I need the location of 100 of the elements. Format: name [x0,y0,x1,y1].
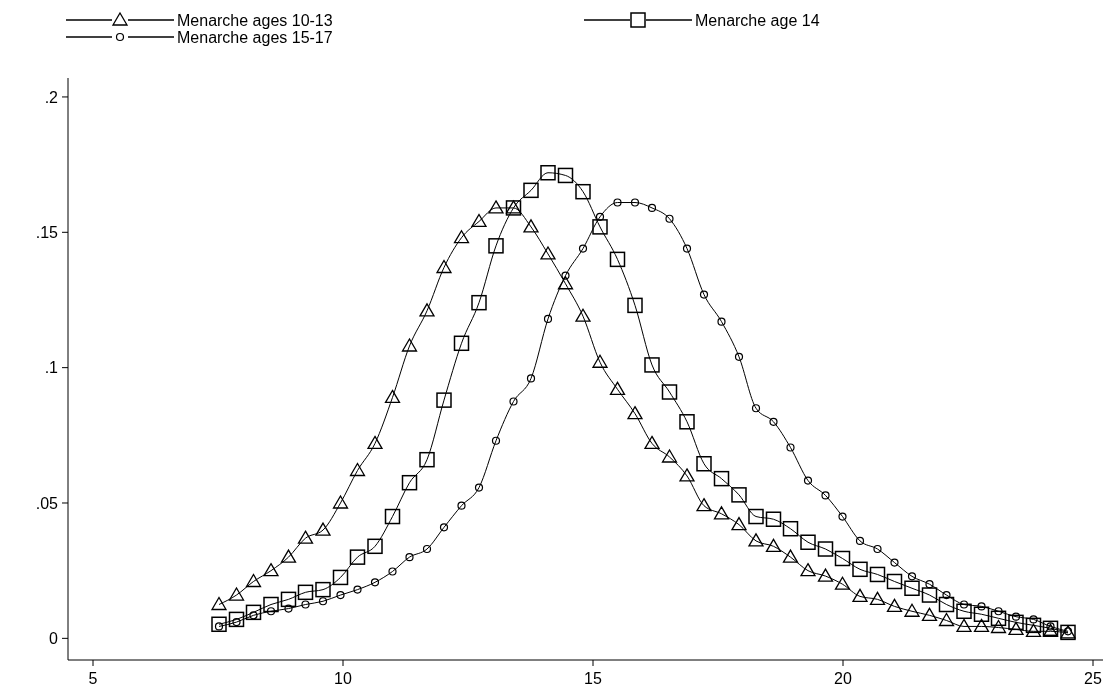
point [852,588,868,603]
point [595,212,605,221]
point [713,470,730,487]
point [765,511,782,527]
point [990,619,1007,634]
y-tick-label: .15 [35,223,59,241]
point [540,164,556,181]
point [315,581,331,598]
point [609,381,626,395]
point [748,508,764,525]
point [592,354,608,368]
legend-label: Menarche ages 15-17 [177,28,333,46]
point [419,303,435,317]
point [855,536,865,545]
point [731,487,747,503]
point [1008,621,1024,636]
point [925,580,934,589]
point [907,572,917,581]
x-tick-label: 15 [584,670,602,687]
legend-label: Menarche ages 10-13 [177,11,333,29]
point [613,198,622,207]
point [938,596,955,613]
point [956,603,972,620]
point [731,517,747,531]
point [630,198,640,207]
point [384,389,401,404]
point [956,618,972,633]
point [803,476,813,485]
point [301,600,310,609]
point [786,443,795,452]
point [384,508,401,525]
point [644,357,660,373]
point [543,314,553,324]
point [471,213,487,228]
point [713,506,730,520]
point [509,397,518,406]
point [1029,615,1038,624]
point [647,203,657,213]
point [405,553,414,562]
point [921,607,938,621]
legend-label: Menarche age 14 [695,11,820,29]
y-tick-label: .1 [44,359,59,377]
point [401,474,418,491]
point [838,512,847,521]
point [852,561,868,578]
point [886,598,903,613]
point [263,563,279,577]
point [332,569,349,586]
point [401,338,418,352]
point [228,587,245,601]
point [332,495,349,509]
point [682,244,692,253]
point [439,523,449,532]
point [491,436,501,445]
point [245,573,262,588]
point [471,294,487,311]
point [228,611,245,628]
point [336,590,345,600]
point [921,587,938,603]
point [821,491,830,500]
point [1025,617,1042,634]
x-tick-label: 20 [834,670,852,687]
point [834,576,851,590]
point [367,435,383,450]
point [994,607,1003,616]
point [453,335,470,352]
point [973,618,990,633]
y-tick-label: .2 [44,88,59,106]
point [557,167,574,184]
point [661,449,678,463]
point [211,596,227,611]
point [540,246,556,260]
point [523,182,539,199]
point [890,558,899,567]
point [696,498,712,512]
x-tick-label: 10 [334,670,352,687]
point [575,308,591,322]
point [717,317,726,326]
point [575,183,591,200]
point [1011,612,1021,621]
point [817,568,834,582]
point [388,567,397,576]
x-tick-label: 25 [1084,670,1102,687]
point [959,600,969,609]
point [561,271,570,280]
point [266,607,276,616]
point [422,544,432,554]
point [488,200,504,214]
point [474,483,484,492]
point [578,244,588,253]
point [297,584,314,601]
point [488,238,504,254]
point [696,455,712,472]
point [990,610,1007,627]
point [592,219,608,235]
point [367,538,383,555]
point [942,590,951,600]
point [869,566,886,583]
point [523,219,539,233]
point [904,603,920,617]
